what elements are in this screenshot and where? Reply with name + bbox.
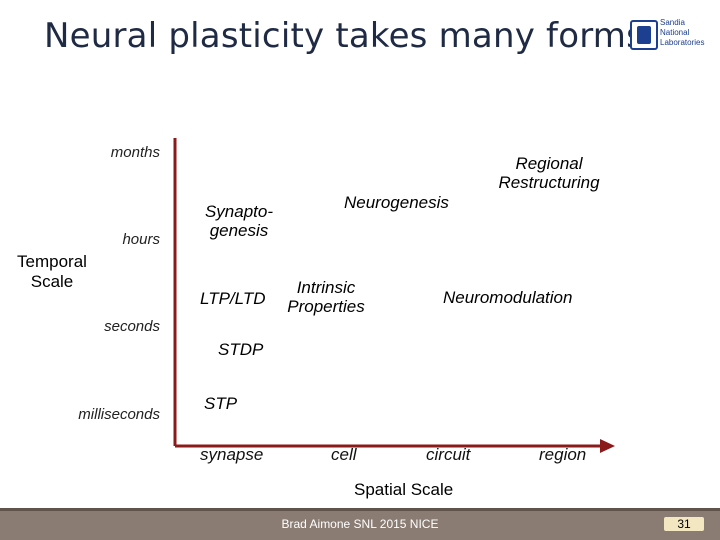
sandia-logo-text: Sandia National Laboratories (660, 18, 705, 47)
x-axis-label: Spatial Scale (354, 480, 454, 499)
footer-bar (0, 508, 720, 540)
x-axis-arrowhead (600, 439, 615, 453)
y-tick-seconds: seconds (104, 318, 160, 335)
item-synaptogenesis: Synapto- genesis (204, 202, 274, 240)
y-tick-milliseconds: milliseconds (78, 406, 160, 423)
item-neurogenesis: Neurogenesis (344, 193, 449, 212)
sandia-logo: Sandia National Laboratories (630, 18, 710, 52)
item-stdp: STDP (218, 340, 264, 359)
item-stp: STP (204, 394, 238, 413)
x-tick-cell: cell (331, 445, 357, 464)
item-intrinsic-properties: Intrinsic Properties (287, 278, 365, 316)
y-axis-label: Temporal Scale (17, 252, 87, 291)
item-neuromodulation: Neuromodulation (443, 288, 573, 307)
x-tick-circuit: circuit (426, 445, 471, 464)
y-tick-months: months (110, 144, 160, 161)
slide-title: Neural plasticity takes many forms (44, 16, 645, 56)
item-ltp-ltd: LTP/LTD (200, 289, 266, 308)
footer-text: Brad Aimone SNL 2015 NICE (281, 517, 439, 531)
sandia-logo-icon (630, 20, 658, 50)
footer-divider (0, 508, 720, 511)
x-tick-region: region (539, 445, 587, 464)
item-regional-restructuring: Regional Restructuring (498, 154, 600, 192)
x-tick-synapse: synapse (200, 445, 264, 464)
y-tick-hours: hours (122, 231, 160, 248)
page-number: 31 (664, 517, 704, 531)
